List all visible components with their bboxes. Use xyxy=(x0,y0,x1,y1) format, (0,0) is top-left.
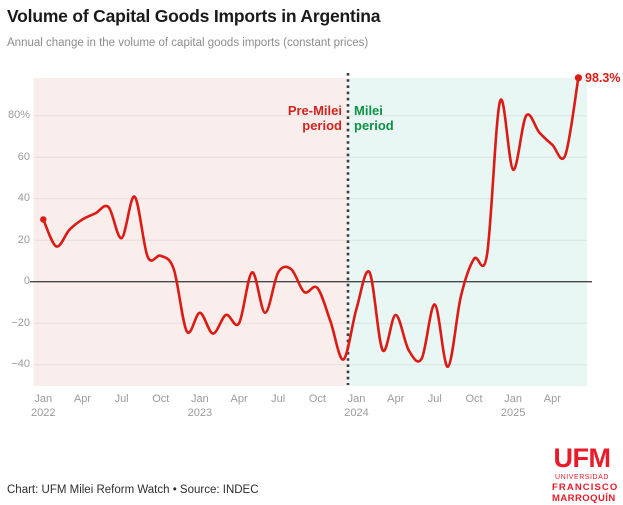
x-axis-year-label: 2022 xyxy=(31,407,56,419)
milei-period-label-line1: Milei xyxy=(354,103,383,118)
x-axis-tick-label: Jan 2024 xyxy=(325,392,389,420)
ufm-logo-acronym: UFM xyxy=(553,443,611,473)
x-axis-tick-label: Oct xyxy=(152,393,170,405)
ufm-logo-marroquin: MARROQUÍN xyxy=(552,493,616,504)
page-subtitle: Annual change in the volume of capital g… xyxy=(7,37,369,49)
line-chart: Pre-Milei period Milei period 98.3% 80% 6… xyxy=(7,71,621,420)
pre-milei-period-label-line1: Pre-Milei xyxy=(287,103,342,118)
x-axis-tick-label: Apr xyxy=(230,393,248,405)
x-axis-tick-label: Apr xyxy=(543,393,561,405)
milei-period-label: Milei period xyxy=(354,103,474,133)
y-axis-tick-label: 80% xyxy=(7,109,30,122)
x-axis-year-label: 2025 xyxy=(500,407,526,419)
page-title: Volume of Capital Goods Imports in Argen… xyxy=(7,6,381,26)
x-axis-tick-label: Jul xyxy=(114,393,129,405)
y-axis-tick-label: 60 xyxy=(17,150,30,163)
pre-milei-region xyxy=(33,78,348,386)
x-axis-tick-label: Jan 2025 xyxy=(481,392,545,420)
last-point-marker xyxy=(574,74,583,82)
x-axis-tick-label: Jan 2022 xyxy=(11,392,75,420)
chart-canvas xyxy=(30,73,592,386)
y-axis-tick-label: 0 xyxy=(23,275,30,288)
x-axis-tick-label: Apr xyxy=(387,393,405,405)
import-volume-line xyxy=(42,76,580,369)
chart-credit: Chart: UFM Milei Reform Watch • Source: … xyxy=(7,484,259,496)
first-point-marker xyxy=(40,216,47,223)
ufm-logo-francisco: FRANCISCO xyxy=(552,482,619,493)
y-axis-tick-label: −40 xyxy=(11,358,30,371)
ufm-logo: UFM UNIVERSIDAD FRANCISCO MARROQUÍN xyxy=(552,443,619,504)
x-axis-tick-label: Jan 2023 xyxy=(168,392,232,420)
milei-region xyxy=(348,78,587,386)
y-axis-tick-label: −20 xyxy=(11,316,30,329)
x-axis-tick-label: Jul xyxy=(271,393,286,405)
x-axis-tick-label: Oct xyxy=(308,393,326,405)
y-axis-tick-label: 20 xyxy=(17,233,30,246)
ufm-logo-universidad: UNIVERSIDAD xyxy=(555,474,609,481)
pre-milei-period-label: Pre-Milei period xyxy=(222,103,342,133)
pre-milei-period-label-line2: period xyxy=(302,118,342,133)
x-axis-tick-label: Jul xyxy=(427,393,442,405)
x-axis-tick-label: Oct xyxy=(465,393,483,405)
milei-period-label-line2: period xyxy=(354,118,394,133)
x-axis-year-label: 2024 xyxy=(344,407,369,419)
x-axis-year-label: 2023 xyxy=(187,407,213,419)
x-axis-tick-label: Apr xyxy=(73,393,92,405)
y-axis-tick-label: 40 xyxy=(17,192,30,205)
end-value-label: 98.3% xyxy=(585,71,621,85)
